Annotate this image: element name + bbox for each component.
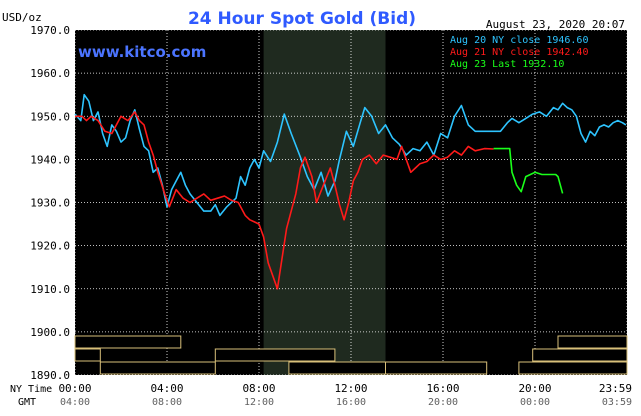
y-tick-label: 1920.0 <box>30 240 70 253</box>
gmt-tick-label: 03:59 <box>602 397 632 408</box>
x-tick-label: 20:00 <box>518 382 551 395</box>
gmt-tick-label: 12:00 <box>244 397 274 408</box>
y-tick-label: 1900.0 <box>30 326 70 339</box>
watermark: www.kitco.com <box>78 43 206 61</box>
y-tick-label: 1910.0 <box>30 283 70 296</box>
x-tick-label: 00:00 <box>58 382 91 395</box>
x-axis-tick-labels: 00:00 04:00 04:00 08:00 08:00 12:00 12:00 16:00… <box>58 382 632 408</box>
y-tick-label: 1950.0 <box>30 110 70 123</box>
y-axis-tick-labels: 1970.0 1960.0 1950.0 1940.0 1930.0 1920.0 1910… <box>30 24 70 382</box>
timestamp: August 23, 2020 20:07 <box>486 18 625 31</box>
session-label: New York Globex <box>528 364 618 375</box>
grid-lines <box>74 29 628 376</box>
session-label: Sydney <box>562 351 598 362</box>
gmt-tick-label: 20:00 <box>428 397 458 408</box>
session-box <box>518 361 628 375</box>
legend-entry-2: Aug 23 Last 1932.10 <box>450 59 564 70</box>
session-label: New York Globex <box>113 364 203 375</box>
session-box <box>99 361 216 375</box>
unit-label: USD/oz <box>2 11 42 24</box>
session-box <box>214 348 336 362</box>
x-tick-label: 04:00 <box>150 382 183 395</box>
legend-entry-1: Aug 21 NY close 1942.40 <box>450 47 588 58</box>
y-tick-label: 1940.0 <box>30 153 70 166</box>
legend: Aug 20 NY close 1946.60 Aug 21 NY close … <box>450 35 588 70</box>
session-label: Hong Kong <box>101 338 155 349</box>
session-box <box>74 335 182 349</box>
price-series-lines <box>74 93 627 290</box>
x-tick-label: 12:00 <box>334 382 367 395</box>
session-label: London <box>257 351 293 362</box>
trading-sessions-bar: Hong Kong London New York Globex New York N… <box>74 335 628 375</box>
session-box <box>532 348 628 362</box>
gmt-tick-label: 00:00 <box>520 397 550 408</box>
session-label: Hong Kong <box>565 338 619 349</box>
x-tick-label: 23:59 <box>599 382 632 395</box>
gmt-tick-label: 04:00 <box>60 397 90 408</box>
session-box <box>557 335 628 349</box>
session-box <box>385 361 488 375</box>
series-line-2 <box>493 147 564 194</box>
y-tick-label: 1970.0 <box>30 24 70 37</box>
y-tick-label: 1930.0 <box>30 197 70 210</box>
session-label: NY Globex <box>409 364 463 375</box>
x-tick-label: 16:00 <box>426 382 459 395</box>
y-tick-label: 1960.0 <box>30 67 70 80</box>
chart-title: 24 Hour Spot Gold (Bid) <box>188 9 416 29</box>
session-label: New York NYMEX <box>295 364 379 375</box>
y-tick-label: 1890.0 <box>30 369 70 382</box>
series-line-0 <box>74 93 627 217</box>
x-tick-label: 08:00 <box>242 382 275 395</box>
x-row-label-gmt: GMT <box>18 397 36 408</box>
series-line-1 <box>75 111 494 290</box>
gmt-tick-label: 08:00 <box>152 397 182 408</box>
session-box <box>74 348 101 362</box>
gmt-tick-label: 16:00 <box>336 397 366 408</box>
x-row-label-ny-time: NY Time <box>10 384 52 395</box>
legend-entry-0: Aug 20 NY close 1946.60 <box>450 35 588 46</box>
